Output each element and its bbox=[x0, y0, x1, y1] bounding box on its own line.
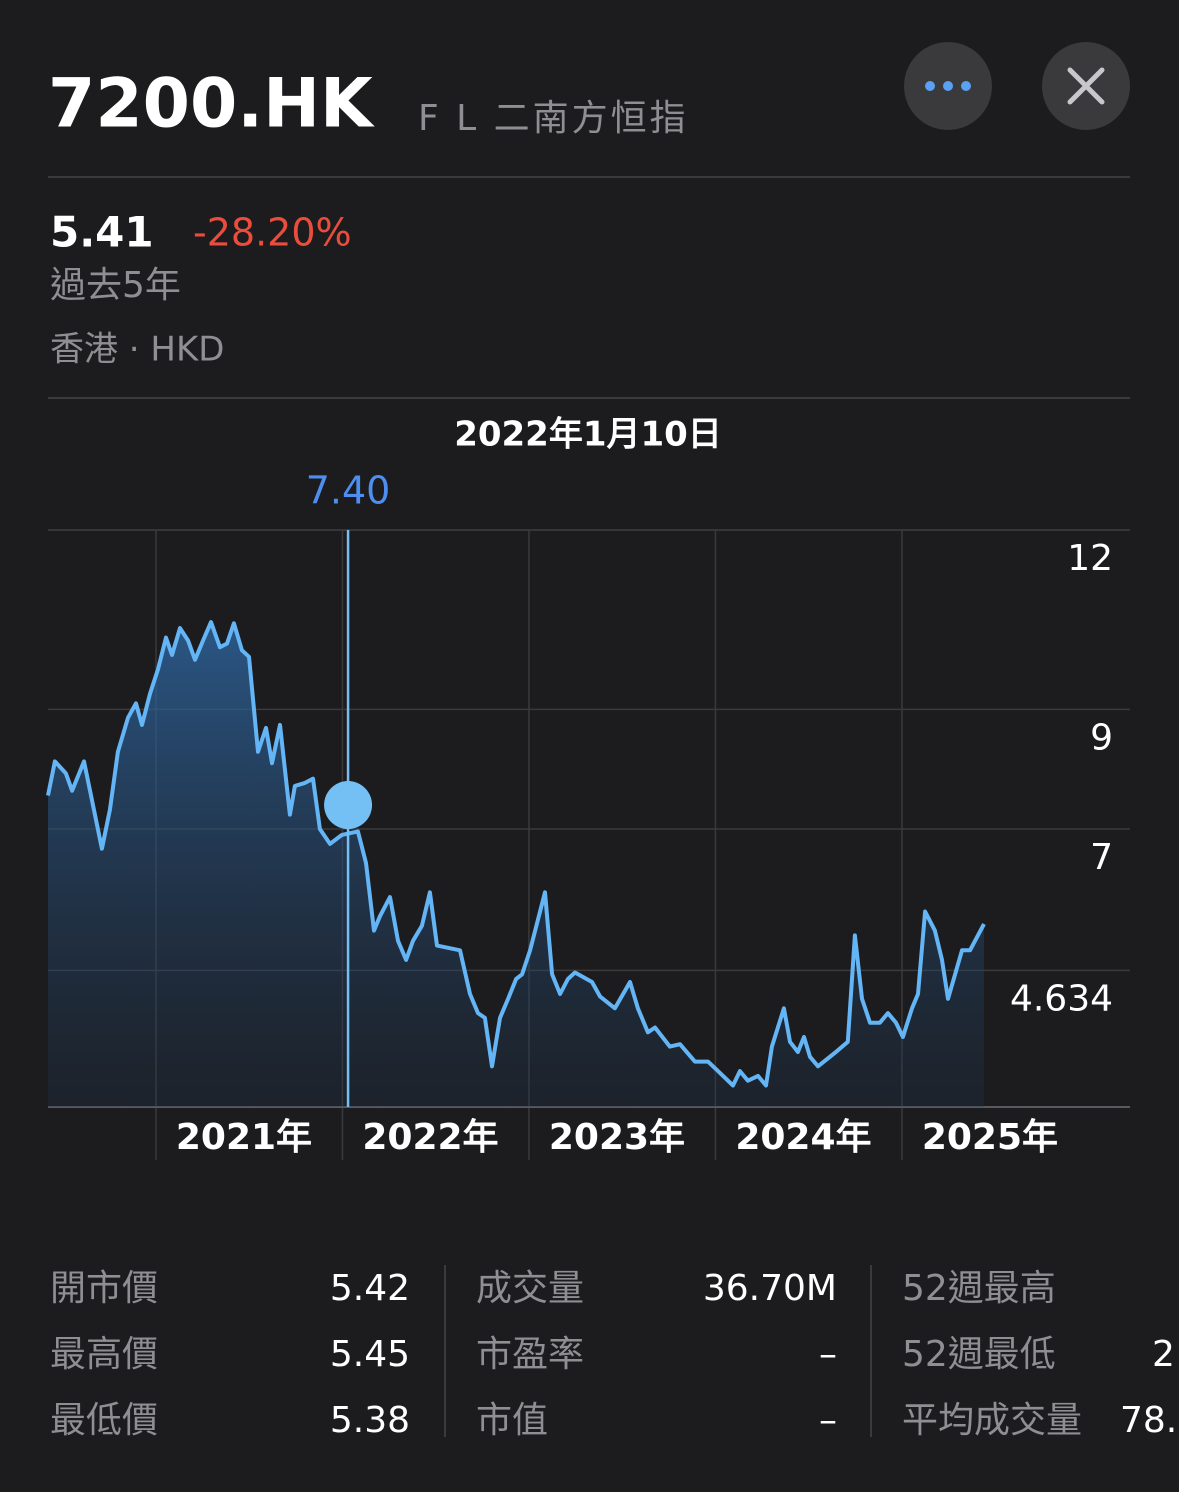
stat-value: – bbox=[819, 1334, 837, 1375]
stat-label: 52週最低 bbox=[902, 1334, 1056, 1375]
exchange: 香港 · HKD bbox=[50, 330, 224, 370]
dot bbox=[943, 81, 953, 91]
period: 過去5年 bbox=[50, 265, 181, 306]
dot bbox=[925, 81, 935, 91]
y-tick-label: 12 bbox=[1067, 538, 1113, 579]
y-tick-label: 9 bbox=[1090, 717, 1113, 758]
x-tick-label: 2023年 bbox=[549, 1117, 685, 1158]
x-tick-label: 2022年 bbox=[362, 1117, 498, 1158]
y-tick-label: 7 bbox=[1090, 837, 1113, 878]
price-line bbox=[46, 620, 986, 1088]
symbol: 7200.HK bbox=[48, 65, 375, 144]
x-tick-label: 2021年 bbox=[176, 1117, 312, 1158]
company-name: F L 二南方恒指 bbox=[418, 98, 689, 139]
dot bbox=[961, 81, 971, 91]
stat-value: 5.38 bbox=[330, 1400, 410, 1441]
stat-label: 平均成交量 bbox=[902, 1400, 1082, 1441]
change: -28.20% bbox=[193, 211, 352, 255]
stat-value: 5.42 bbox=[330, 1268, 410, 1309]
selected-date: 2022年1月10日 bbox=[454, 415, 722, 455]
stat-label: 52週最高 bbox=[902, 1268, 1056, 1309]
more-button[interactable] bbox=[904, 42, 992, 130]
stat-label: 市盈率 bbox=[476, 1334, 584, 1375]
stat-label: 最高價 bbox=[50, 1334, 158, 1375]
stat-label: 市值 bbox=[476, 1400, 548, 1441]
stat-value: 36.70M bbox=[703, 1268, 837, 1309]
cursor-dot bbox=[324, 781, 373, 830]
selected-value: 7.40 bbox=[306, 469, 391, 513]
stat-value: 5.45 bbox=[330, 1334, 410, 1375]
x-tick-label: 2025年 bbox=[922, 1117, 1058, 1158]
stat-label: 最低價 bbox=[50, 1400, 158, 1441]
y-tick-label: 4.634 bbox=[1010, 978, 1113, 1019]
price: 5.41 bbox=[50, 208, 154, 257]
stat-label: 成交量 bbox=[476, 1268, 584, 1309]
stat-value: – bbox=[819, 1400, 837, 1441]
stat-value: 78. bbox=[1120, 1400, 1177, 1441]
close-icon bbox=[1067, 67, 1105, 105]
x-tick-label: 2024年 bbox=[735, 1117, 871, 1158]
stat-value: 2 bbox=[1152, 1334, 1175, 1375]
stat-label: 開市價 bbox=[50, 1268, 158, 1309]
close-button[interactable] bbox=[1042, 42, 1130, 130]
